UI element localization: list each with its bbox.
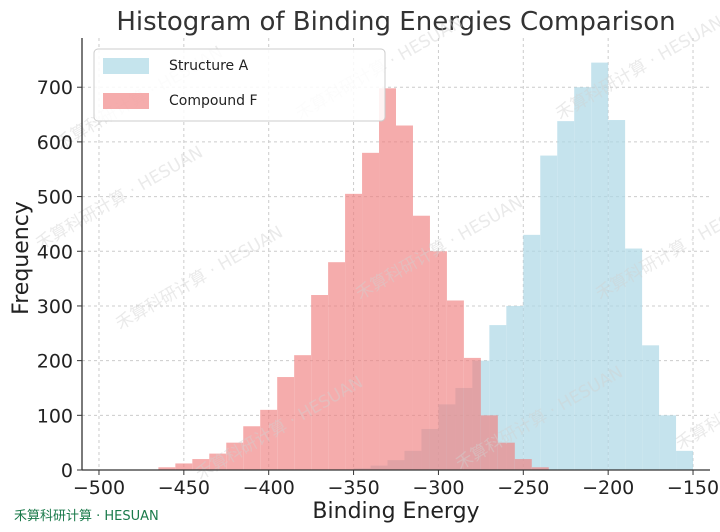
- histogram-bar: [591, 62, 609, 470]
- tick-labels: −500 −450 −400 −350 −300 −250 −200 −150 0 100 200 3…: [37, 77, 719, 499]
- histogram-bars: [158, 62, 694, 471]
- histogram-bar: [676, 450, 694, 470]
- histogram-bar: [480, 415, 498, 470]
- histogram-bar: [625, 248, 643, 470]
- histogram-bar: [226, 442, 244, 470]
- histogram-bar: [311, 295, 329, 470]
- histogram-bar: [659, 415, 677, 470]
- x-tick-label: −250: [497, 477, 549, 499]
- histogram-bar: [158, 467, 176, 470]
- histogram-bar: [540, 155, 558, 470]
- x-axis-label: Binding Energy: [312, 499, 479, 524]
- histogram-bar: [396, 125, 413, 471]
- histogram-bar: [260, 409, 278, 470]
- x-tick-label: −350: [327, 477, 379, 499]
- histogram-bar: [362, 152, 380, 470]
- x-tick-label: −450: [158, 477, 210, 499]
- histogram-bar: [429, 251, 447, 470]
- histogram-bar: [514, 459, 532, 470]
- legend-entry-label: Compound F: [169, 93, 258, 109]
- histogram-bar: [608, 120, 626, 470]
- legend-entry-label: Structure A: [169, 58, 249, 74]
- histogram-bar: [506, 305, 524, 470]
- histogram-bar: [345, 193, 363, 471]
- x-tick-label: −150: [667, 477, 719, 499]
- y-tick-label: 700: [37, 77, 73, 99]
- watermark-corner-text: 禾算科研计算 · HESUAN: [14, 509, 159, 524]
- y-axis-label: Frequency: [9, 201, 34, 315]
- y-tick-label: 0: [61, 460, 73, 482]
- y-tick-label: 600: [37, 132, 73, 154]
- legend-swatch: [103, 93, 149, 109]
- histogram-bar: [379, 88, 396, 470]
- histogram-bar: [642, 345, 660, 470]
- axes: [81, 38, 710, 471]
- histogram-bar: [446, 300, 464, 470]
- histogram-bar: [209, 453, 227, 470]
- legend-box: [93, 48, 386, 122]
- histogram-bar: [175, 463, 193, 470]
- y-tick-label: 400: [37, 241, 73, 263]
- y-tick-label: 300: [37, 296, 73, 318]
- x-tick-label: −500: [73, 477, 125, 499]
- histogram-bar: [531, 467, 549, 470]
- x-tick-label: −400: [243, 477, 295, 499]
- histogram-bar: [557, 121, 575, 470]
- histogram-bar: [523, 234, 541, 470]
- histogram-bar: [294, 355, 312, 470]
- series-compound-f: [158, 88, 549, 471]
- histogram-bar: [574, 87, 592, 471]
- y-tick-label: 500: [37, 187, 73, 209]
- x-tick-label: −300: [412, 477, 464, 499]
- histogram-bar: [277, 377, 295, 470]
- histogram-bar: [463, 357, 481, 470]
- histogram-bar: [192, 459, 210, 470]
- y-tick-label: 100: [37, 405, 73, 427]
- x-tick-label: −200: [582, 477, 634, 499]
- y-tick-label: 200: [37, 351, 73, 373]
- histogram-bar: [412, 215, 430, 470]
- histogram-bar: [497, 442, 515, 470]
- watermark-text: 禾算科研计算 · HESUAN: [113, 222, 287, 334]
- chart-title: Histogram of Binding Energies Comparison: [116, 7, 675, 37]
- legend: Structure A Compound F: [93, 48, 386, 122]
- watermark-text: 禾算科研计算 · HESUAN: [673, 342, 720, 454]
- histogram-bar: [243, 426, 261, 470]
- legend-swatch: [103, 58, 149, 74]
- histogram-bar: [328, 262, 346, 470]
